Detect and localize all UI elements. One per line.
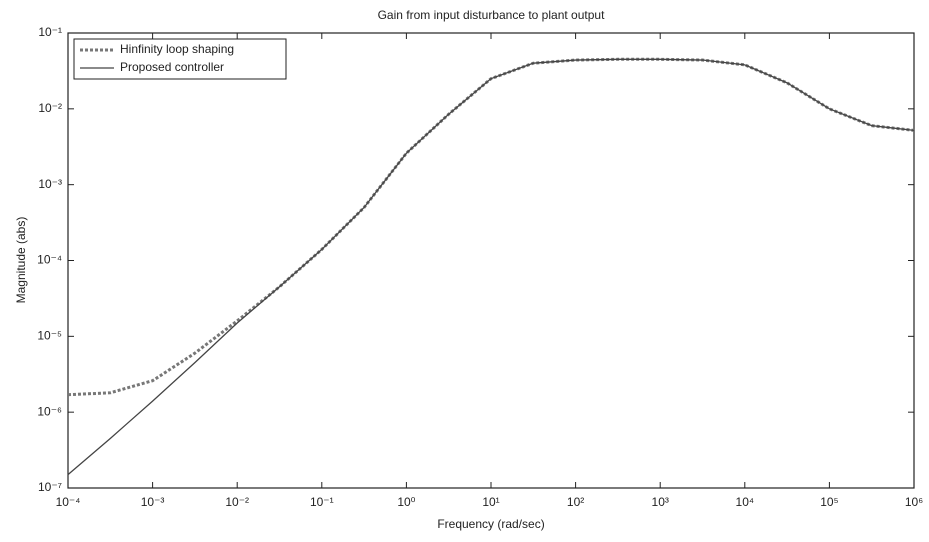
x-tick-label: 10⁻⁴ [56,495,81,509]
x-tick-label: 10² [567,495,584,509]
y-tick-label: 10⁻¹ [38,25,62,39]
x-tick-label: 10⁻¹ [310,495,334,509]
x-axis-label: Frequency (rad/sec) [437,517,544,531]
legend-box [73,38,287,80]
y-axis-label: Magnitude (abs) [14,217,28,304]
y-tick-label: 10⁻⁷ [38,480,62,494]
data-line [67,58,915,476]
chart-title: Gain from input disturbance to plant out… [378,8,605,22]
x-tick-label: 10¹ [482,495,499,509]
x-tick-label: 10⁻³ [141,495,165,509]
x-tick-label: 10⁰ [397,495,415,509]
x-tick-label: 10⁵ [820,495,838,509]
x-tick-label: 10³ [652,495,669,509]
y-tick-label: 10⁻⁵ [37,329,62,343]
y-tick-label: 10⁻² [38,101,62,115]
x-tick-label: 10⁴ [736,495,755,509]
y-tick-label: 10⁻³ [38,177,62,191]
legend-label: Proposed controller [120,60,224,74]
y-tick-label: 10⁻⁴ [37,253,62,267]
legend-label: Hinfinity loop shaping [120,42,234,56]
x-tick-label: 10⁻² [225,495,249,509]
x-tick-label: 10⁶ [905,495,923,509]
y-tick-label: 10⁻⁶ [37,404,62,418]
